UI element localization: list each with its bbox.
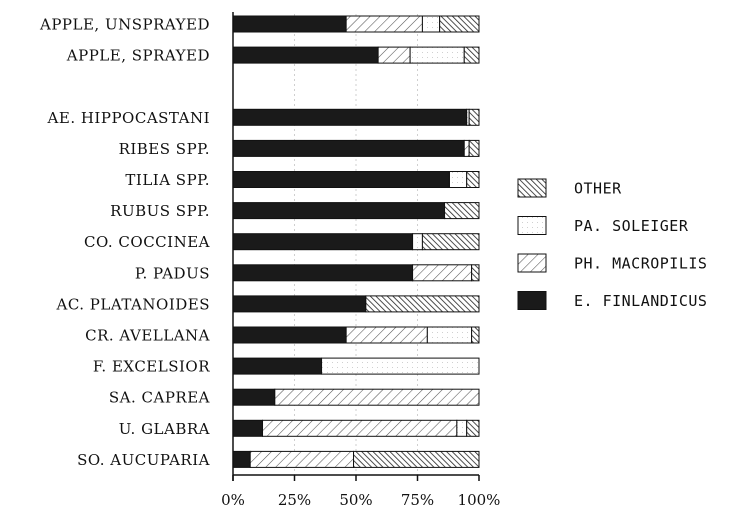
category-label: SA. CAPREA: [109, 389, 210, 407]
bar-segment-ph-macropilis: [274, 388, 480, 406]
bar-segment-pa-soleiger: [409, 46, 465, 64]
bar-segment-e-finlandicus: [232, 202, 446, 220]
bar-segment-e-finlandicus: [232, 326, 347, 344]
bar-segment-e-finlandicus: [232, 171, 450, 188]
bar-segment-other: [365, 295, 480, 313]
bar-segment-ph-macropilis: [412, 264, 473, 282]
x-tick-label: 25%: [278, 491, 311, 509]
bar-segment-e-finlandicus: [232, 233, 414, 251]
legend-swatch-ph-macropilis: [517, 253, 547, 273]
x-tick-label: 100%: [458, 491, 501, 509]
bar-segment-other: [468, 139, 480, 157]
category-label: F. EXCELSIOR: [93, 358, 210, 376]
bar-segment-other: [463, 46, 480, 64]
legend-swatch-other: [517, 178, 547, 198]
category-label: RIBES SPP.: [119, 140, 210, 158]
bar-segment-ph-macropilis: [345, 15, 423, 33]
bar-segment-e-finlandicus: [232, 295, 367, 313]
bar-segment-other: [468, 108, 480, 126]
category-label: U. GLABRA: [119, 420, 210, 438]
bars: [232, 15, 480, 468]
bar-segment-other: [466, 171, 480, 188]
legend-label: E. FINLANDICUS: [574, 292, 707, 310]
x-axis: 0% 25% 50% 75% 100%: [221, 12, 500, 509]
legend-label: PA. SOLEIGER: [574, 217, 689, 235]
category-label: SO. AUCUPARIA: [77, 451, 210, 469]
bar-segment-other: [466, 419, 480, 437]
bar-segment-e-finlandicus: [232, 15, 347, 33]
bar-segment-ph-macropilis: [249, 450, 355, 468]
category-label: CR. AVELLANA: [85, 327, 210, 345]
bar-segment-other: [439, 15, 480, 33]
x-tick-label: 75%: [401, 491, 434, 509]
legend-swatch-pa-soleiger: [517, 216, 547, 235]
legend: OTHER PA. SOLEIGER PH. MACROPILIS E. FINLAN…: [517, 178, 707, 310]
legend-label: PH. MACROPILIS: [574, 255, 707, 273]
bar-segment-pa-soleiger: [426, 326, 473, 344]
category-label: APPLE, UNSPRAYED: [39, 16, 210, 34]
bar-segment-ph-macropilis: [262, 419, 458, 437]
category-label: AE. HIPPOCASTANI: [47, 109, 210, 127]
bar-segment-other: [353, 450, 480, 468]
category-label: P. PADUS: [135, 264, 210, 282]
bar-segment-other: [444, 202, 480, 220]
legend-label: OTHER: [574, 180, 622, 198]
bar-segment-e-finlandicus: [232, 46, 379, 64]
bar-segment-e-finlandicus: [232, 450, 251, 468]
category-label: TILIA SPP.: [125, 171, 210, 189]
bar-segment-pa-soleiger: [456, 419, 468, 437]
bar-segment-other: [421, 233, 480, 251]
bar-segment-e-finlandicus: [232, 419, 264, 437]
x-tick-label: 0%: [221, 491, 245, 509]
bar-segment-e-finlandicus: [232, 108, 468, 126]
bar-segment-e-finlandicus: [232, 264, 414, 282]
category-labels: APPLE, UNSPRAYED APPLE, SPRAYED AE. HIPPOC…: [39, 16, 210, 469]
bar-segment-e-finlandicus: [232, 139, 465, 157]
bar-segment-other: [471, 264, 480, 282]
bar-segment-e-finlandicus: [232, 357, 323, 375]
bar-segment-ph-macropilis: [463, 139, 470, 157]
category-label: RUBUS SPP.: [110, 202, 210, 220]
category-label: AC. PLATANOIDES: [56, 295, 211, 313]
legend-swatch-e-finlandicus: [517, 291, 547, 310]
bar-segment-other: [471, 326, 480, 344]
bar-segment-pa-soleiger: [321, 357, 480, 375]
bar-segment-pa-soleiger: [448, 171, 468, 188]
bar-segment-e-finlandicus: [232, 388, 276, 406]
x-tick-label: 50%: [339, 491, 372, 509]
bar-segment-ph-macropilis: [377, 46, 411, 64]
bar-segment-ph-macropilis: [345, 326, 428, 344]
bar-segment-pa-soleiger: [412, 233, 423, 251]
category-label: APPLE, SPRAYED: [66, 47, 210, 65]
category-label: CO. COCCINEA: [84, 233, 210, 251]
bar-segment-pa-soleiger: [421, 15, 441, 33]
